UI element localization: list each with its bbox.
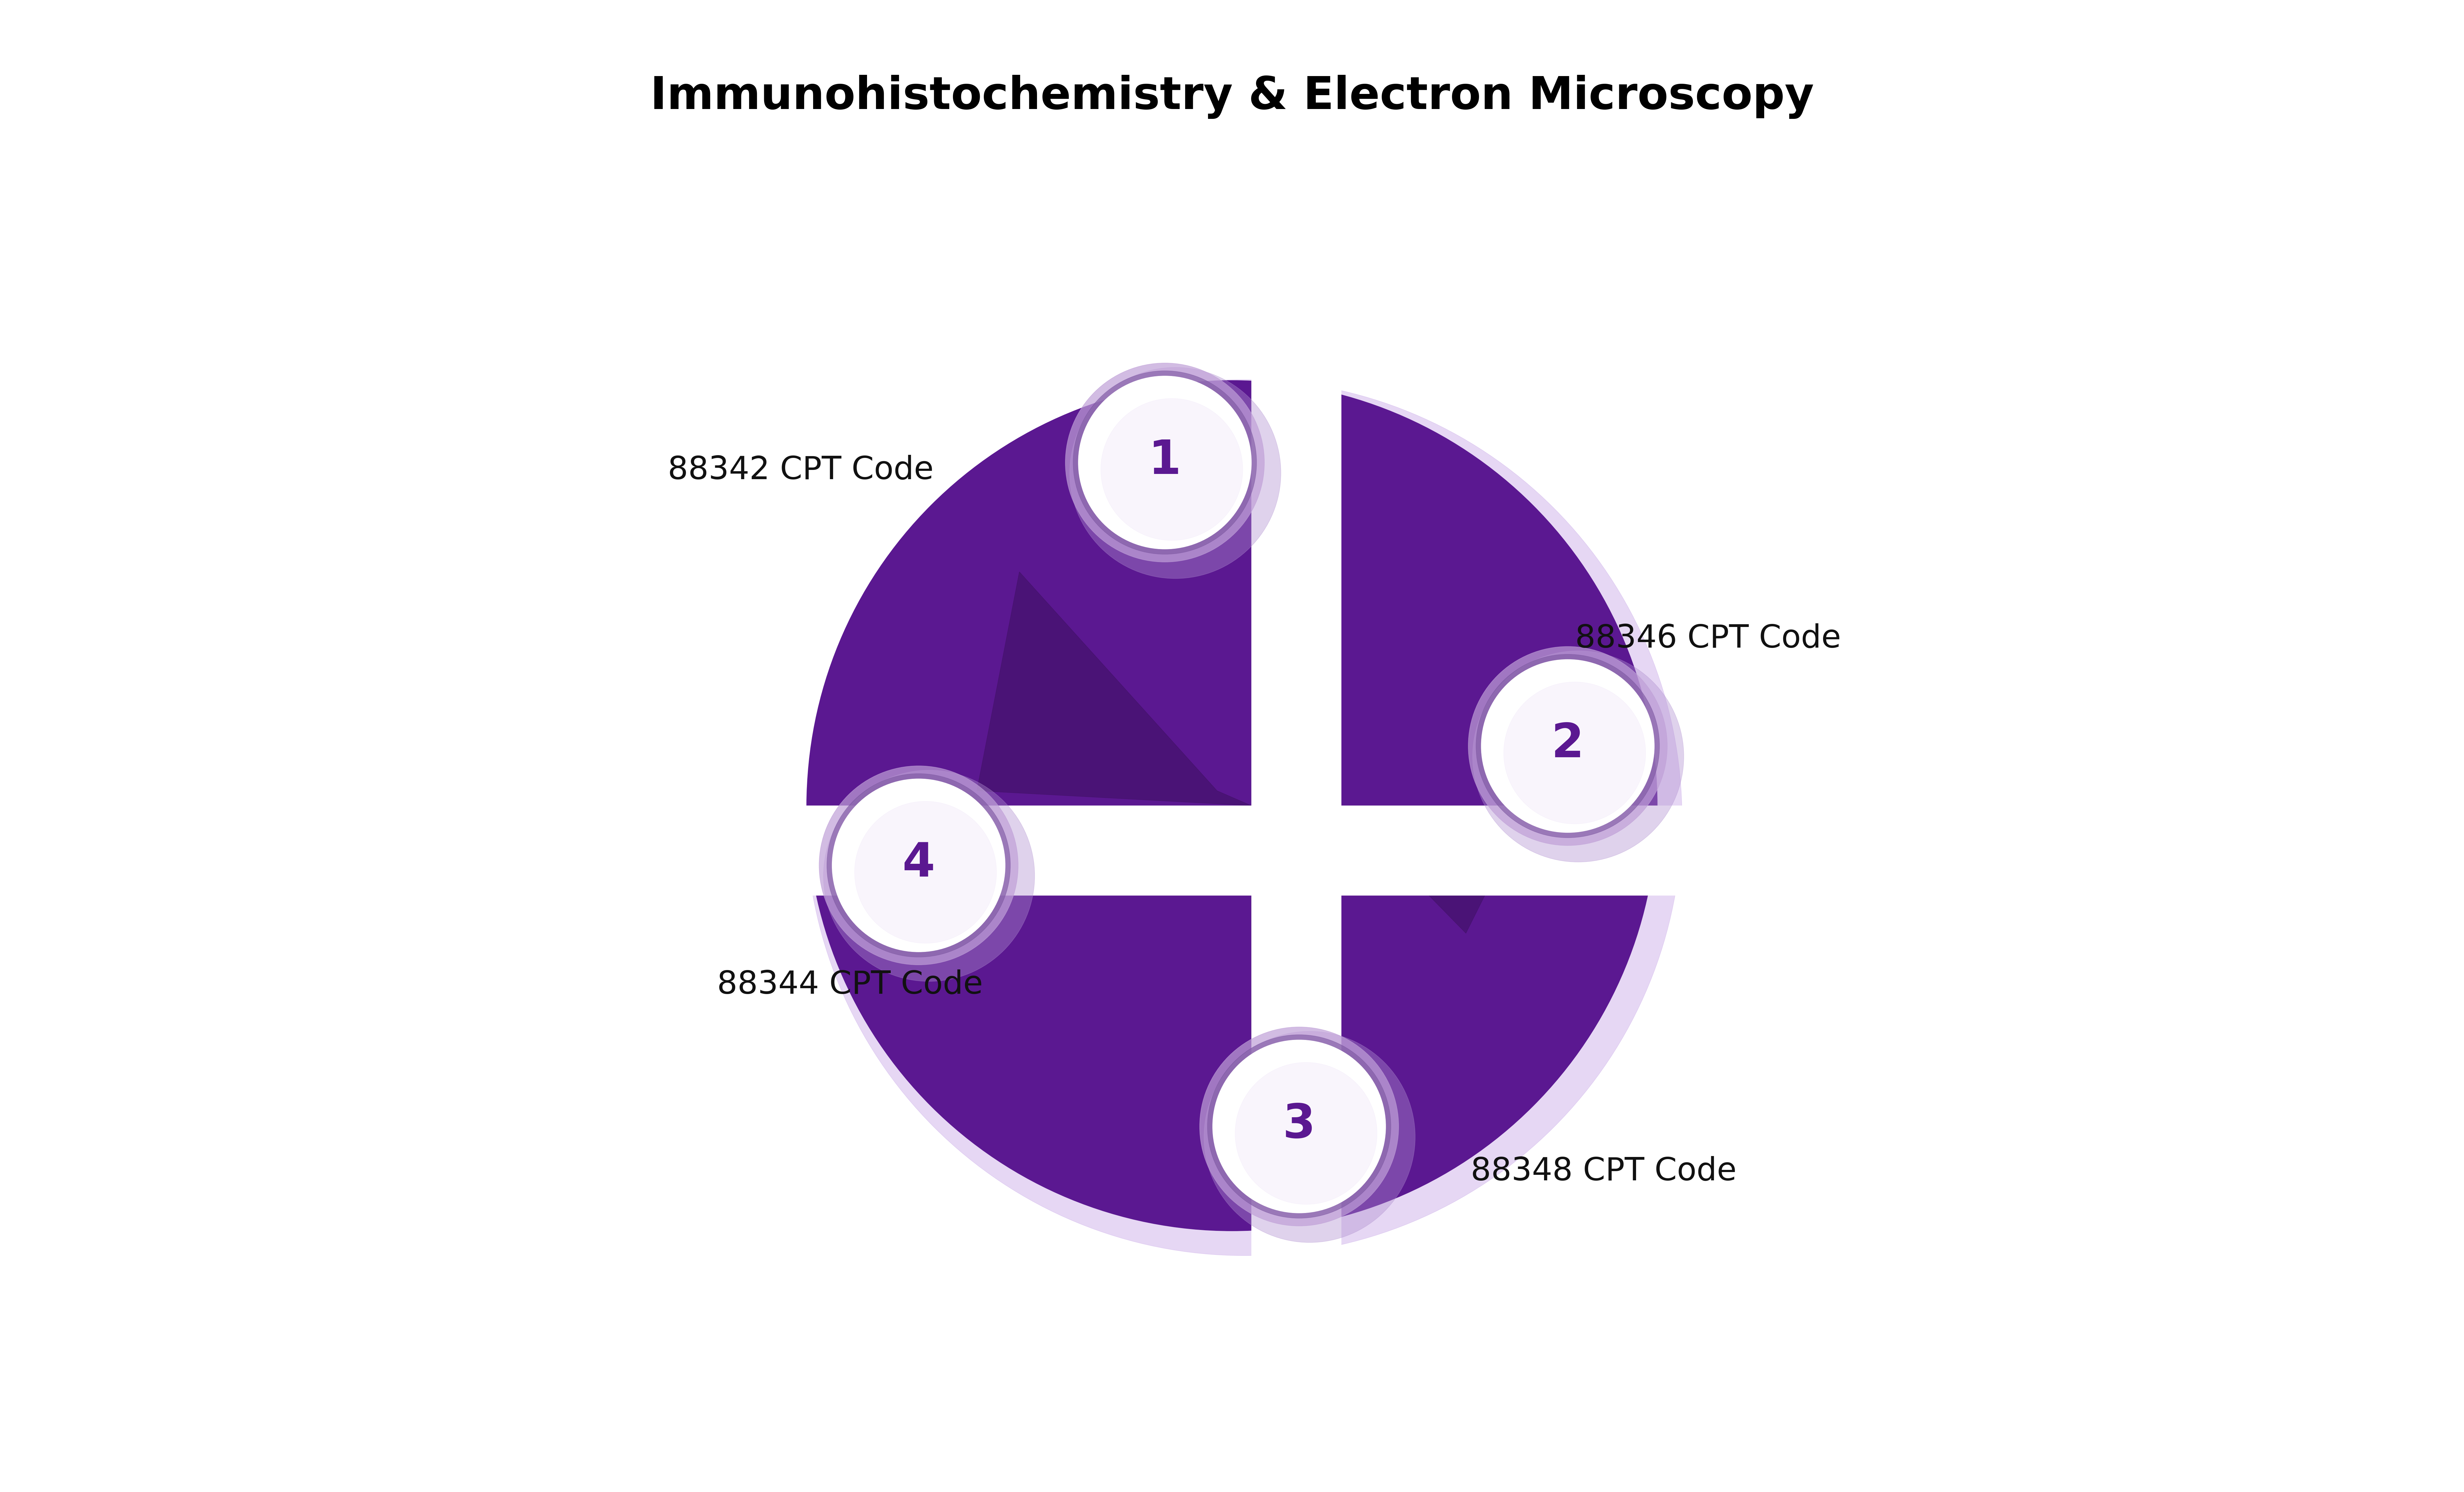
Circle shape bbox=[1234, 1062, 1377, 1204]
Circle shape bbox=[823, 770, 1035, 982]
Circle shape bbox=[1212, 1040, 1385, 1213]
Circle shape bbox=[806, 380, 1658, 1231]
Text: 88346 CPT Code: 88346 CPT Code bbox=[1574, 624, 1841, 653]
Text: 2: 2 bbox=[1552, 721, 1584, 767]
Circle shape bbox=[1069, 367, 1281, 579]
Circle shape bbox=[1200, 1026, 1400, 1226]
Circle shape bbox=[1481, 659, 1653, 833]
Circle shape bbox=[1476, 655, 1658, 837]
Circle shape bbox=[1064, 363, 1264, 562]
Circle shape bbox=[1205, 1031, 1414, 1243]
Text: 3: 3 bbox=[1284, 1101, 1316, 1147]
Text: 88342 CPT Code: 88342 CPT Code bbox=[668, 455, 934, 485]
Polygon shape bbox=[1252, 806, 1340, 895]
Polygon shape bbox=[914, 847, 1252, 895]
Polygon shape bbox=[1340, 806, 1530, 934]
Circle shape bbox=[833, 779, 1005, 952]
Circle shape bbox=[1079, 376, 1252, 549]
Circle shape bbox=[1469, 646, 1668, 846]
Text: 88344 CPT Code: 88344 CPT Code bbox=[717, 970, 983, 1000]
Text: 1: 1 bbox=[1148, 437, 1180, 483]
Circle shape bbox=[1101, 398, 1242, 540]
Circle shape bbox=[855, 801, 995, 943]
Circle shape bbox=[1473, 651, 1683, 862]
Circle shape bbox=[1074, 372, 1257, 554]
Circle shape bbox=[818, 765, 1018, 965]
Text: 88348 CPT Code: 88348 CPT Code bbox=[1471, 1156, 1737, 1186]
Polygon shape bbox=[976, 571, 1252, 806]
Text: 4: 4 bbox=[902, 840, 934, 886]
Circle shape bbox=[1503, 682, 1646, 824]
Polygon shape bbox=[466, 806, 1998, 895]
Circle shape bbox=[1207, 1035, 1390, 1217]
Text: Immunohistochemistry & Electron Microscopy: Immunohistochemistry & Electron Microsco… bbox=[650, 75, 1814, 119]
Polygon shape bbox=[1252, 895, 1326, 1210]
Polygon shape bbox=[1252, 40, 1340, 1492]
Circle shape bbox=[806, 379, 1683, 1256]
Circle shape bbox=[828, 774, 1010, 956]
